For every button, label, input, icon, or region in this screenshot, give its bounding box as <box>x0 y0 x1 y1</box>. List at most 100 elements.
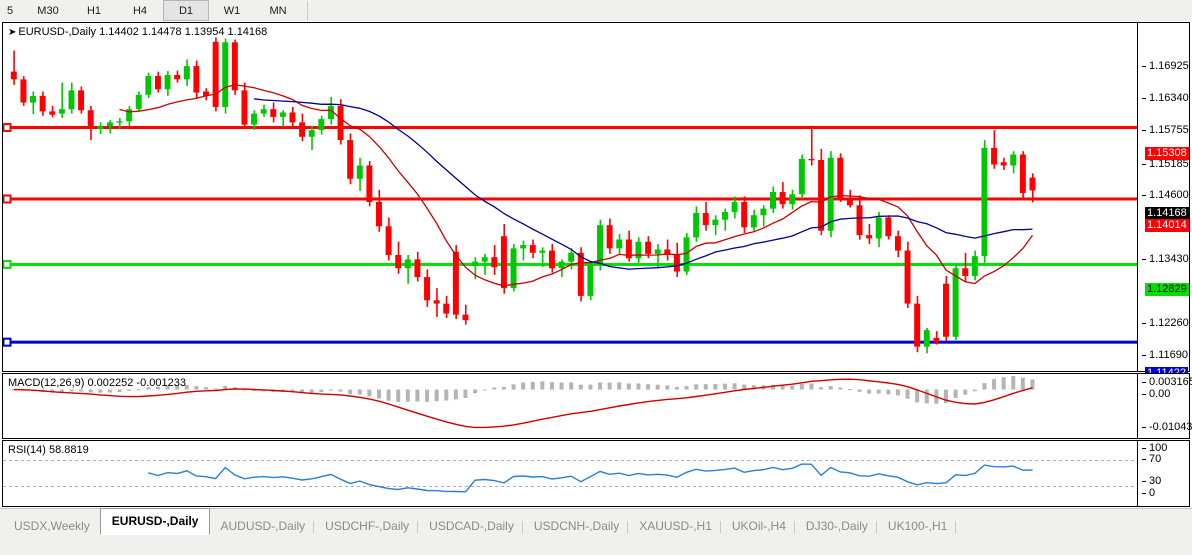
timeframe-button-5[interactable]: 5 <box>6 4 14 17</box>
candle-body <box>174 74 181 80</box>
macd-histogram-bar <box>107 389 112 393</box>
macd-histogram-bar <box>617 382 622 390</box>
timeframe-button-m30[interactable]: M30 <box>37 4 59 17</box>
tick-value: 0 <box>1149 487 1156 499</box>
macd-histogram-bar <box>569 382 574 390</box>
macd-histogram-bar <box>963 389 968 395</box>
rsi-axis[interactable]: 100 70 30 0 <box>1142 441 1192 506</box>
timeframe-button-h4[interactable]: H4 <box>132 4 148 17</box>
candle-body <box>779 192 786 205</box>
candle-body <box>116 121 123 123</box>
chart-tab-xauusdh1[interactable]: XAUUSD-,H1 <box>629 514 722 538</box>
candle-body <box>49 111 56 115</box>
tick-value: 0.003165 <box>1149 376 1192 388</box>
chart-tab-ukoilh4[interactable]: UKOil-,H4 <box>722 514 796 538</box>
macd-histogram-bar <box>674 386 679 390</box>
price-axis[interactable]: 1.16925 1.16340 1.15755 1.15185 1.14600 1.134… <box>1142 23 1192 393</box>
candle-body <box>741 201 748 228</box>
candle-body <box>943 283 949 337</box>
tab-separator <box>521 521 523 533</box>
chart-tab-label: USDCAD-,Daily <box>429 519 514 533</box>
chart-tab-usdcnhdaily[interactable]: USDCNH-,Daily <box>524 514 629 538</box>
tick-dash <box>1142 492 1146 494</box>
candle-body <box>577 252 584 296</box>
timeframe-button-h1[interactable]: H1 <box>86 4 102 17</box>
macd-histogram-bar <box>915 389 920 403</box>
candle-body <box>529 245 536 253</box>
rsi-pane[interactable]: RSI(14) 58.8819 100 70 30 0 <box>2 440 1190 507</box>
macd-histogram-bar <box>117 389 122 393</box>
macd-histogram-bar <box>79 389 84 392</box>
candle-body <box>712 219 719 226</box>
chart-tab-usdchfdaily[interactable]: USDCHF-,Daily <box>315 514 419 538</box>
price-price-tag[interactable]: 1.12829 <box>1145 283 1189 296</box>
tick-dash <box>1142 381 1146 383</box>
macd-histogram-bar <box>972 389 977 392</box>
macd-histogram-bar <box>703 384 708 390</box>
candle-wick <box>474 257 477 280</box>
level-handle-1.15308[interactable] <box>3 123 12 133</box>
level-line-1.11422[interactable] <box>3 340 1137 344</box>
price-pane[interactable]: ➤ EURUSD-,Daily 1.14402 1.14478 1.13954 1… <box>2 22 1192 393</box>
macd-histogram-bar <box>588 384 593 390</box>
candle-wick <box>282 110 284 127</box>
macd-histogram-bar <box>540 381 545 390</box>
price-price-tag[interactable]: 1.14014 <box>1145 219 1189 232</box>
macd-histogram-bar <box>694 384 699 390</box>
macd-histogram-bar <box>722 383 727 390</box>
macd-histogram-bar <box>405 389 410 402</box>
macd-histogram-bar <box>665 385 670 390</box>
candle-body <box>68 90 75 110</box>
price-price-tag[interactable]: 1.14168 <box>1145 207 1189 220</box>
chart-tab-usdcaddaily[interactable]: USDCAD-,Daily <box>419 514 524 538</box>
candle-body <box>904 250 911 304</box>
tick-value: 1.12260 <box>1149 317 1189 329</box>
price-price-tag[interactable]: 1.15308 <box>1145 147 1189 160</box>
level-handle-1.11422[interactable] <box>3 337 12 347</box>
candle-body <box>443 303 450 314</box>
chart-tab-eurusddaily[interactable]: EURUSD-,Daily <box>99 508 211 535</box>
price-tick-label: 1.15185 <box>1142 158 1189 170</box>
candle-body <box>289 112 296 123</box>
chart-tabs[interactable]: USDX,Weekly EURUSD-,Daily AUDUSD-,Daily USD… <box>0 508 957 538</box>
candle-body <box>721 211 728 220</box>
candle-series <box>10 37 1036 354</box>
level-handle-1.12829[interactable] <box>3 259 12 269</box>
macd-plot[interactable] <box>3 374 1189 438</box>
candle-body <box>731 201 738 212</box>
macd-histogram-bar <box>155 386 160 390</box>
candle-body <box>510 248 517 289</box>
candle-body <box>856 205 863 236</box>
candle-wick <box>868 224 871 244</box>
level-handle-1.14014[interactable] <box>3 194 12 204</box>
price-plot[interactable] <box>3 23 1189 371</box>
rsi-plot[interactable] <box>3 441 1189 506</box>
candle-body <box>395 255 402 269</box>
level-line-1.14014[interactable] <box>3 197 1137 201</box>
candle-wick <box>13 50 15 85</box>
macd-pane[interactable]: MACD(12,26,9) 0.002252 -0.001233 0.00316… <box>2 373 1192 439</box>
candle-body <box>433 300 440 304</box>
macd-histogram-bar <box>646 384 651 390</box>
candle-body <box>212 41 219 107</box>
tick-value: 1.11690 <box>1149 349 1188 361</box>
chart-tab-label: USDX,Weekly <box>14 519 90 533</box>
candle-body <box>827 157 834 231</box>
macd-histogram-bar <box>751 385 756 390</box>
tick-dash <box>1142 354 1146 356</box>
timeframe-button-mn[interactable]: MN <box>269 4 287 17</box>
chart-tab-usdxweekly[interactable]: USDX,Weekly <box>4 514 100 538</box>
chart-tab-audusddaily[interactable]: AUDUSD-,Daily <box>210 514 315 538</box>
macd-histogram-bar <box>790 385 795 390</box>
chart-tab-dj30daily[interactable]: DJ30-,Daily <box>796 514 878 538</box>
candle-body <box>58 109 65 114</box>
macd-histogram-bar <box>184 384 189 390</box>
timeframe-button-d1[interactable]: D1 <box>163 0 209 21</box>
chart-tab-uk100h1[interactable]: UK100-,H1 <box>878 514 957 538</box>
level-line-1.15308[interactable] <box>3 126 1137 130</box>
macd-axis-divider <box>1137 374 1138 438</box>
timeframe-button-w1[interactable]: W1 <box>223 4 241 17</box>
macd-histogram-bar <box>598 382 603 390</box>
macd-histogram-bar <box>453 389 458 400</box>
